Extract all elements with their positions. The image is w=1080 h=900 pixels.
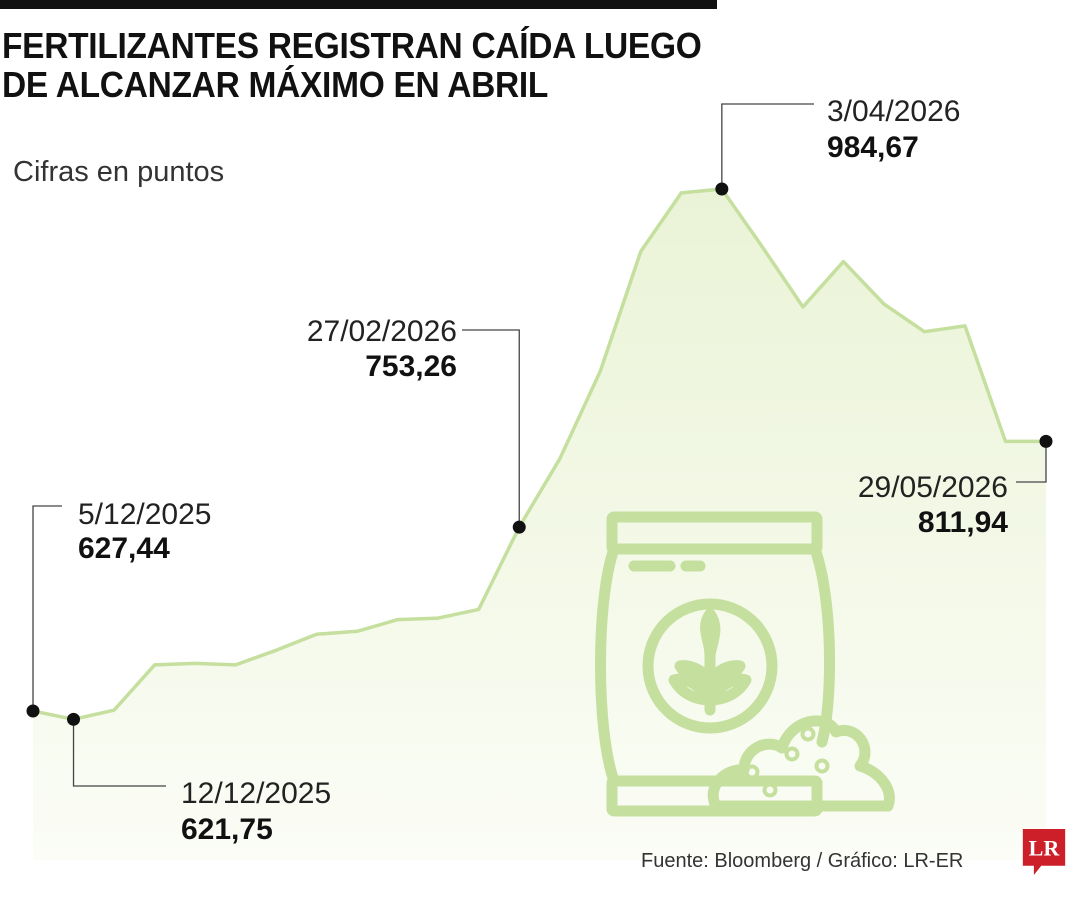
date-label: 3/04/2026: [827, 95, 960, 128]
fertilizer-bag-icon: [595, 511, 895, 817]
area-fill: [33, 189, 1046, 860]
data-point-marker: [26, 704, 40, 718]
top-rule: [0, 0, 717, 9]
source-note: Fuente: Bloomberg / Gráfico: LR-ER: [641, 850, 964, 872]
data-point-marker: [1039, 434, 1053, 448]
data-point-marker: [715, 182, 729, 196]
data-point-marker: [512, 520, 526, 534]
leader-line: [72, 719, 166, 787]
value-label: 753,26: [365, 350, 457, 383]
title-line-2: DE ALCANZAR MÁXIMO EN ABRIL: [2, 64, 549, 105]
value-label: 627,44: [78, 532, 170, 565]
date-label: 27/02/2026: [307, 315, 457, 348]
leader-line: [462, 329, 520, 528]
leader-line: [1016, 441, 1047, 483]
data-point-marker: [67, 712, 81, 726]
value-label: 984,67: [827, 131, 919, 164]
date-label: 5/12/2025: [78, 498, 211, 531]
title-line-1: FERTILIZANTES REGISTRAN CAÍDA LUEGO: [2, 25, 702, 66]
leader-line: [721, 103, 814, 189]
series-line: [32, 187, 1046, 722]
lr-logo: LR: [1022, 829, 1066, 875]
leader-line: [32, 505, 62, 711]
date-label: 29/05/2026: [858, 471, 1008, 504]
value-label: 811,94: [918, 506, 1008, 539]
logo-text: LR: [1029, 836, 1061, 861]
chart-subtitle: Cifras en puntos: [13, 156, 225, 188]
chart-title: FERTILIZANTES REGISTRAN CAÍDA LUEGO DE A…: [2, 26, 709, 104]
value-label: 621,75: [181, 813, 273, 846]
date-label: 12/12/2025: [181, 777, 331, 810]
